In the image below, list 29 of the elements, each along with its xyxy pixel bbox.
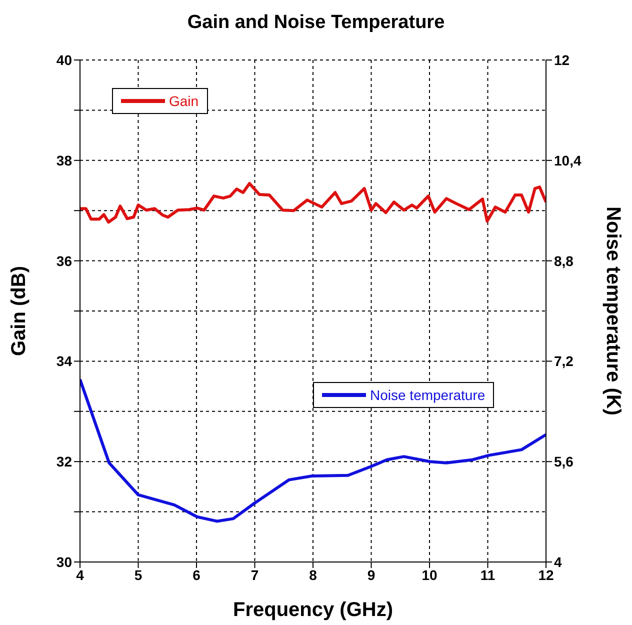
x-tick-label: 9 bbox=[367, 566, 376, 583]
line-series bbox=[80, 182, 546, 224]
x-tick-label: 5 bbox=[134, 566, 142, 583]
y-tick-label: 34 bbox=[56, 353, 72, 370]
x-tick-label: 4 bbox=[76, 566, 84, 583]
x-tick-label: 8 bbox=[309, 566, 318, 583]
x-tick-label: 7 bbox=[250, 566, 259, 583]
x-tick-label: 11 bbox=[480, 566, 496, 583]
y-tick-label: 40 bbox=[56, 52, 72, 68]
y2-tick-label: 10,4 bbox=[554, 152, 582, 168]
y2-tick-label: 7,2 bbox=[554, 353, 574, 370]
y-tick-label: 30 bbox=[56, 554, 72, 570]
y2-axis-title: Noise temperature (K) bbox=[602, 206, 624, 416]
y2-tick-label: 5,6 bbox=[554, 454, 574, 470]
legend-label: Gain bbox=[169, 93, 199, 109]
line-series bbox=[80, 378, 546, 523]
legend-label: Noise temperature bbox=[370, 387, 486, 403]
chart-title: Gain and Noise Temperature bbox=[186, 11, 446, 35]
y2-tick-label: 12 bbox=[554, 52, 570, 68]
y2-tick-label: 4 bbox=[554, 554, 562, 570]
y-tick-label: 32 bbox=[56, 454, 72, 470]
y2-tick-label: 8,8 bbox=[554, 252, 574, 269]
y-axis-title: Gain (dB) bbox=[8, 266, 30, 356]
y-tick-label: 36 bbox=[56, 252, 72, 269]
x-tick-label: 6 bbox=[192, 566, 201, 583]
x-axis-title: Frequency (GHz) bbox=[232, 599, 394, 621]
x-tick-label: 12 bbox=[538, 566, 554, 583]
x-tick-label: 10 bbox=[422, 566, 438, 583]
y-tick-label: 38 bbox=[56, 152, 72, 168]
